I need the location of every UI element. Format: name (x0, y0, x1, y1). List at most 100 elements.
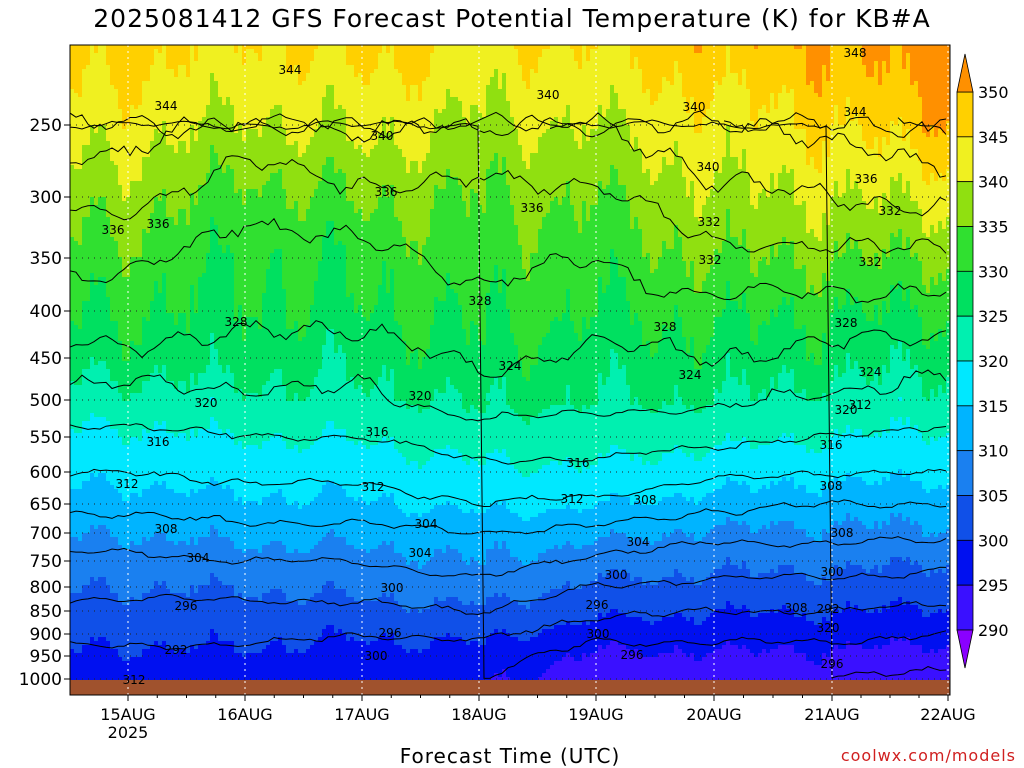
colorbar-top-arrow (957, 54, 973, 92)
contour-label: 320 (195, 396, 218, 410)
y-tick-label: 300 (30, 188, 62, 208)
contour-label: 308 (634, 493, 657, 507)
colorbar-box (957, 406, 973, 451)
ground-strip (70, 680, 950, 695)
colorbar-tick-label: 330 (978, 262, 1009, 281)
contour-label: 312 (116, 477, 139, 491)
contour-label: 296 (621, 648, 644, 662)
contour-label: 292 (165, 643, 188, 657)
contour-label: 300 (587, 627, 610, 641)
y-tick-label: 400 (30, 302, 62, 322)
contour-label: 348 (844, 46, 867, 60)
contour-label: 324 (499, 359, 522, 373)
contour-label: 312 (123, 673, 146, 687)
contour-label: 308 (831, 526, 854, 540)
x-tick-label: 18AUG (451, 705, 506, 724)
contour-label: 328 (225, 315, 248, 329)
contour-label: 292 (817, 602, 840, 616)
contour-label: 304 (187, 551, 210, 565)
contour-label: 296 (379, 626, 402, 640)
contour-label: 316 (820, 438, 843, 452)
x-tick-label: 19AUG (568, 705, 623, 724)
contour-label: 304 (409, 546, 432, 560)
y-tick-label: 450 (30, 349, 62, 369)
x-tick-sublabel: 2025 (108, 723, 149, 742)
contour-label: 344 (155, 99, 178, 113)
y-tick-label: 1000 (19, 670, 62, 690)
y-tick-label: 650 (30, 495, 62, 515)
colorbar-tick-label: 310 (978, 442, 1009, 461)
colorbar-tick-label: 350 (978, 83, 1009, 102)
colorbar-tick-label: 305 (978, 487, 1009, 506)
colorbar-box (957, 496, 973, 541)
colorbar-bottom-arrow (957, 630, 973, 668)
colorbar-box (957, 316, 973, 361)
contour-label: 324 (679, 368, 702, 382)
contour-label: 320 (817, 621, 840, 635)
colorbar-box (957, 361, 973, 406)
contour-label: 336 (855, 172, 878, 186)
colorbar-tick-label: 300 (978, 531, 1009, 550)
contour-label: 312 (849, 398, 872, 412)
contour-label: 296 (175, 599, 198, 613)
contour-label: 340 (683, 100, 706, 114)
contour-label: 316 (147, 435, 170, 449)
contour-label: 316 (567, 456, 590, 470)
y-tick-label: 250 (30, 116, 62, 136)
contour-label: 328 (835, 316, 858, 330)
x-tick-label: 21AUG (804, 705, 859, 724)
colorbar-tick-label: 340 (978, 173, 1009, 192)
y-tick-label: 900 (30, 625, 62, 645)
colorbar-box (957, 182, 973, 227)
contour-label: 300 (821, 565, 844, 579)
contour-label: 332 (699, 253, 722, 267)
y-tick-label: 700 (30, 524, 62, 544)
colorbar-tick-label: 315 (978, 397, 1009, 416)
y-tick-label: 350 (30, 249, 62, 269)
contour-label: 328 (469, 294, 492, 308)
colorbar-box (957, 585, 973, 630)
x-axis-label: Forecast Time (UTC) (300, 744, 720, 768)
colorbar-box (957, 137, 973, 182)
colorbar-box (957, 227, 973, 272)
x-tick-label: 15AUG (100, 705, 155, 724)
contour-label: 296 (586, 598, 609, 612)
contour-label: 332 (879, 204, 902, 218)
y-tick-label: 500 (30, 391, 62, 411)
contour-label: 308 (155, 522, 178, 536)
contour-label: 340 (697, 160, 720, 174)
colorbar-box (957, 92, 973, 137)
contour-label: 312 (362, 480, 385, 494)
colorbar-tick-label: 325 (978, 307, 1009, 326)
y-tick-label: 800 (30, 578, 62, 598)
contour-label: 300 (605, 568, 628, 582)
y-tick-label: 950 (30, 647, 62, 667)
contour-label: 312 (561, 492, 584, 506)
contour-label: 344 (279, 63, 302, 77)
contour-label: 304 (627, 535, 650, 549)
y-tick-label: 750 (30, 552, 62, 572)
credit-text: coolwx.com/models (800, 746, 1016, 765)
contour-label: 316 (366, 425, 389, 439)
y-tick-label: 600 (30, 463, 62, 483)
colorbar-tick-label: 320 (978, 352, 1009, 371)
contour-label: 308 (785, 601, 808, 615)
y-tick-label: 850 (30, 602, 62, 622)
x-tick-label: 16AUG (217, 705, 272, 724)
contour-label: 340 (537, 88, 560, 102)
ground-strip (70, 680, 950, 695)
contour-label: 336 (102, 223, 125, 237)
x-tick-label: 22AUG (920, 705, 975, 724)
x-tick-label: 17AUG (334, 705, 389, 724)
contour-label: 300 (381, 581, 404, 595)
contour-label: 308 (820, 479, 843, 493)
contour-label: 344 (844, 105, 867, 119)
contour-label: 320 (409, 389, 432, 403)
contour-label: 336 (375, 185, 398, 199)
contour-label: 332 (698, 215, 721, 229)
contour-label: 328 (654, 320, 677, 334)
colorbar-box (957, 271, 973, 316)
